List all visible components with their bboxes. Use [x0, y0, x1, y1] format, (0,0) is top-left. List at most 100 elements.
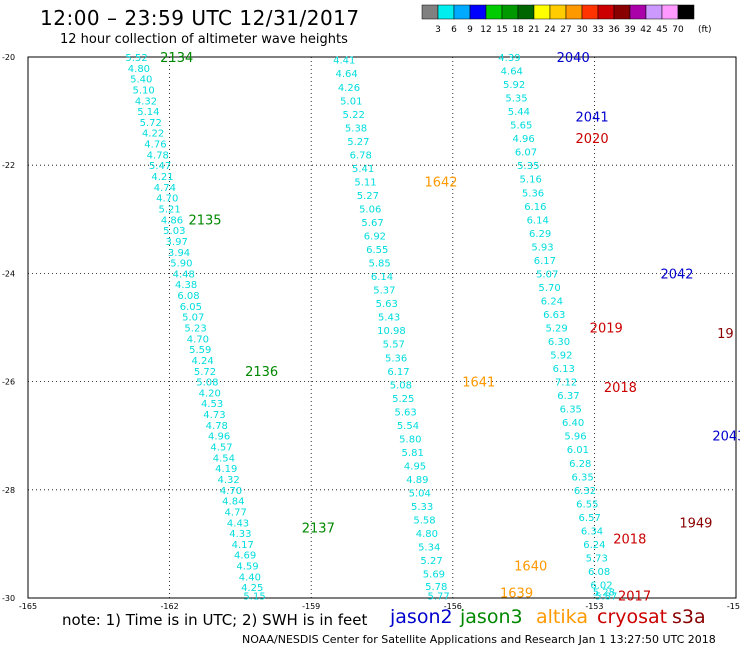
legend-label: 6 — [451, 25, 457, 35]
track-time-label: 2041 — [576, 111, 609, 126]
track-time-label: 1640 — [514, 560, 547, 575]
wave-height-value: 4.24 — [192, 356, 214, 367]
track-time-label: 2135 — [188, 213, 221, 228]
wave-height-value: 6.17 — [534, 256, 556, 267]
legend-label: 30 — [576, 25, 588, 35]
wave-height-value: 4.17 — [232, 540, 254, 551]
wave-height-value: 4.39 — [498, 53, 520, 64]
wave-height-value: 5.21 — [158, 204, 180, 215]
wave-height-value: 5.54 — [397, 421, 419, 432]
wave-height-value: 6.08 — [588, 567, 610, 578]
x-tick-label: -150 — [727, 602, 740, 611]
wave-height-value: 4.32 — [217, 475, 239, 486]
wave-height-value: 5.58 — [413, 516, 435, 527]
track-time-label: 1949 — [679, 516, 712, 531]
legend-label: 33 — [592, 25, 603, 35]
wave-height-value: 5.59 — [189, 345, 211, 356]
wave-height-value: 4.48 — [173, 269, 195, 280]
wave-height-value: 5.07 — [182, 313, 204, 324]
wave-height-value: 4.21 — [151, 172, 173, 183]
wave-height-value: 5.52 — [125, 53, 147, 64]
wave-height-value: 4.96 — [512, 134, 534, 145]
wave-height-value: 5.34 — [418, 543, 440, 554]
sat-s3a: s3a — [672, 606, 706, 628]
wave-height-value: 5.67 — [361, 218, 383, 229]
wave-height-value: 4.77 — [225, 507, 247, 518]
wave-height-value: 5.29 — [546, 324, 568, 335]
page-subtitle: 12 hour collection of altimeter wave hei… — [60, 32, 348, 47]
wave-height-value: 6.16 — [524, 202, 546, 213]
wave-height-value: 6.55 — [576, 499, 598, 510]
wave-height-value: 6.57 — [579, 513, 601, 524]
color-legend: 3 6 9 12 15 18 21 24 27 30 33 36 39 42 45 70 (ft) — [421, 4, 712, 35]
wave-height-value: 5.96 — [564, 432, 586, 443]
wave-height-value: 6.24 — [541, 296, 563, 307]
wave-height-value: 5.27 — [357, 191, 379, 202]
legend-label: 3 — [435, 25, 441, 35]
wave-height-value: 6.34 — [581, 526, 603, 537]
wave-height-value: 6.29 — [529, 229, 551, 240]
legend-label: 24 — [544, 25, 556, 35]
wave-height-value: 6.24 — [583, 540, 605, 551]
wave-height-value: 4.59 — [236, 562, 258, 573]
track-time-label: 1639 — [500, 587, 533, 602]
wave-height-value: 4.41 — [333, 56, 355, 67]
track-time-label: 2019 — [590, 322, 623, 337]
wave-height-value: 4.95 — [404, 461, 426, 472]
wave-height-value: 4.70 — [187, 334, 209, 345]
wave-height-value: 6.37 — [557, 391, 579, 402]
wave-height-value: 6.35 — [571, 472, 593, 483]
legend-label: 39 — [624, 25, 636, 35]
y-tick-label: -20 — [2, 53, 15, 62]
wave-height-value: 5.25 — [392, 394, 414, 405]
wave-height-value: 6.14 — [371, 272, 393, 283]
wave-height-value: 5.93 — [531, 242, 553, 253]
wave-height-value: 4.74 — [154, 183, 176, 194]
wave-height-value: 4.86 — [161, 215, 183, 226]
track-time-label: 2040 — [557, 51, 590, 66]
wave-height-value: 6.08 — [177, 291, 199, 302]
wave-height-value: 4.80 — [128, 64, 150, 75]
wave-height-value: 6.32 — [574, 486, 596, 497]
wave-height-value: 5.01 — [340, 96, 362, 107]
wave-height-value: 4.53 — [201, 399, 223, 410]
page-title: 12:00 – 23:59 UTC 12/31/2017 — [40, 6, 360, 30]
wave-height-value: 5.11 — [354, 177, 376, 188]
wave-height-value: 4.70 — [156, 194, 178, 205]
legend-label: 70 — [672, 25, 684, 35]
x-tick-label: -165 — [19, 602, 37, 611]
wave-height-value: 4.26 — [338, 83, 360, 94]
wave-height-value: 4.33 — [229, 529, 251, 540]
legend-label: 18 — [512, 25, 524, 35]
x-tick-label: -159 — [302, 602, 320, 611]
wave-height-value: 5.69 — [423, 570, 445, 581]
wave-height-value: 5.63 — [394, 407, 416, 418]
wave-height-value: 6.55 — [366, 245, 388, 256]
track-time-label: 2017 — [618, 589, 651, 604]
wave-height-value: 5.14 — [137, 107, 159, 118]
legend-label: 15 — [496, 25, 507, 35]
wave-height-value: 4.40 — [239, 572, 261, 583]
x-tick-label: -153 — [585, 602, 603, 611]
wave-height-value: 4.84 — [222, 497, 244, 508]
credit-line: NOAA/NESDIS Center for Satellite Applica… — [242, 633, 716, 646]
wave-height-value: 4.69 — [234, 551, 256, 562]
legend-swatch — [677, 4, 695, 20]
wave-height-value: 4.64 — [335, 69, 357, 80]
x-tick-label: -162 — [161, 602, 179, 611]
y-tick-label: -28 — [2, 486, 15, 495]
wave-height-value: 5.81 — [402, 448, 424, 459]
wave-height-value: 5.36 — [385, 353, 407, 364]
wave-height-value: 5.06 — [359, 204, 381, 215]
wave-height-value: 6.02 — [590, 580, 612, 591]
wave-height-value: 6.78 — [350, 150, 372, 161]
wave-height-value: 4.89 — [406, 475, 428, 486]
wave-height-value: 6.07 — [515, 148, 537, 159]
track-time-label: 2134 — [160, 51, 193, 66]
wave-height-value: 5.90 — [170, 259, 192, 270]
wave-height-value: 5.44 — [508, 107, 530, 118]
wave-height-value: 5.08 — [196, 378, 218, 389]
wave-height-value: 5.70 — [538, 283, 560, 294]
wave-height-value: 5.16 — [520, 175, 542, 186]
